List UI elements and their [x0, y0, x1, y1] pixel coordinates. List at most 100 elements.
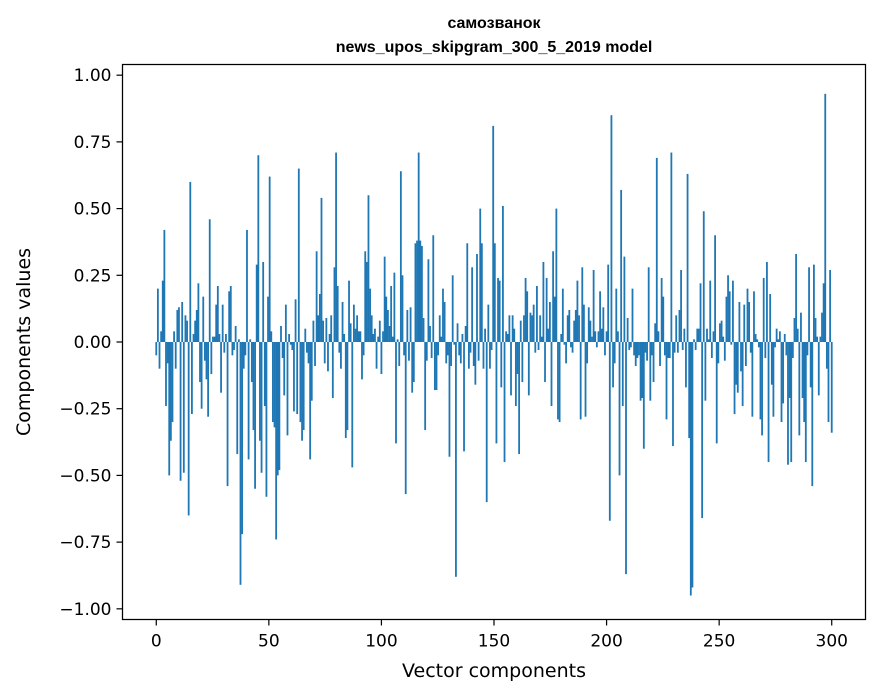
bar: [197, 283, 200, 342]
bar: [323, 342, 326, 364]
bar: [675, 315, 678, 342]
bar: [249, 339, 252, 342]
bar: [803, 342, 806, 423]
bar: [490, 342, 493, 350]
bar: [571, 342, 574, 353]
y-tick-label: 0.50: [74, 200, 112, 220]
bar: [631, 288, 634, 342]
bar: [540, 336, 543, 342]
bar: [578, 315, 580, 342]
bar: [521, 342, 524, 383]
bar: [527, 342, 530, 396]
bar: [657, 331, 660, 342]
x-tick-label: 250: [703, 632, 735, 652]
bar: [459, 342, 462, 364]
bar: [723, 342, 726, 361]
bar: [824, 93, 827, 342]
bar: [806, 342, 809, 356]
bar: [338, 342, 341, 353]
bar: [568, 309, 571, 342]
bar: [514, 342, 517, 407]
bar: [602, 307, 605, 342]
bar: [417, 152, 420, 342]
bar: [250, 342, 253, 383]
bar: [215, 304, 218, 342]
bar: [223, 342, 226, 353]
bar: [691, 342, 694, 588]
bar: [199, 342, 201, 383]
bar: [673, 342, 676, 353]
bar: [433, 342, 436, 391]
bar: [310, 342, 313, 401]
bar: [617, 331, 619, 342]
bar: [448, 342, 451, 457]
bar: [659, 342, 661, 367]
bar: [513, 328, 516, 342]
bar: [284, 304, 287, 342]
bar: [257, 155, 260, 342]
bar: [756, 339, 759, 342]
bar: [361, 342, 363, 380]
bar: [283, 342, 286, 396]
bar: [364, 251, 367, 342]
bar: [738, 301, 741, 342]
bar: [412, 342, 415, 383]
bar: [785, 342, 788, 356]
bar: [493, 243, 496, 342]
bar: [236, 342, 239, 455]
bar: [425, 342, 428, 361]
bar: [694, 342, 697, 350]
bar: [480, 243, 483, 342]
bar: [477, 342, 480, 361]
bar: [814, 317, 817, 342]
bar: [722, 336, 725, 342]
bar: [605, 331, 608, 342]
bar: [213, 336, 216, 342]
bar: [498, 280, 501, 342]
bar: [312, 320, 315, 342]
y-axis-label: Components values: [13, 248, 35, 436]
bar: [304, 328, 307, 342]
bar: [727, 275, 729, 342]
bar: [442, 288, 444, 342]
bar: [579, 342, 582, 420]
x-tick-label: 0: [151, 632, 162, 652]
bar: [506, 334, 509, 342]
bar: [821, 312, 823, 342]
bar: [301, 342, 303, 441]
bar: [680, 269, 682, 342]
bar: [753, 291, 755, 342]
y-tick-label: −1.00: [59, 600, 111, 620]
bar: [297, 168, 300, 342]
bar: [829, 269, 832, 342]
bar: [424, 342, 427, 431]
bar: [346, 342, 349, 431]
bar: [194, 320, 197, 342]
bar: [270, 331, 273, 342]
bar: [547, 328, 550, 342]
bar: [356, 315, 359, 342]
bar: [557, 342, 559, 420]
bar: [314, 342, 316, 367]
bar: [450, 342, 452, 367]
bar: [216, 285, 219, 342]
bar: [367, 195, 370, 342]
bar: [406, 309, 409, 342]
bar: [288, 334, 290, 342]
x-axis-label: Vector components: [402, 660, 586, 682]
bar: [221, 304, 224, 342]
bar: [762, 277, 765, 342]
bar: [218, 334, 221, 342]
bar: [263, 342, 266, 407]
bar: [286, 342, 289, 436]
bar: [226, 342, 229, 487]
bar: [404, 342, 407, 495]
bar: [352, 304, 355, 342]
bar: [748, 301, 751, 342]
bar: [612, 342, 614, 388]
bar: [586, 342, 589, 364]
bar: [299, 342, 302, 423]
bar: [672, 342, 674, 447]
bar: [362, 342, 365, 356]
bar: [744, 342, 747, 367]
